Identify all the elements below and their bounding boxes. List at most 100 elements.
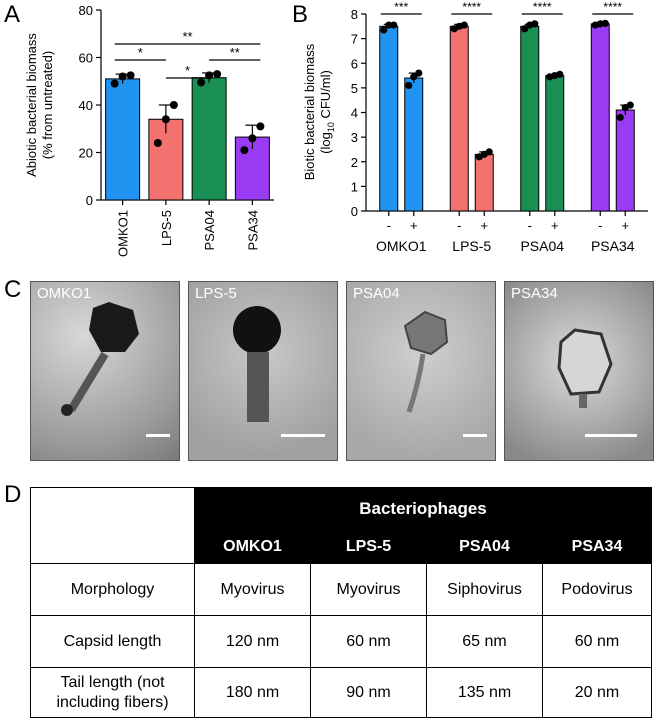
table-row-label: Capsid length [30, 615, 195, 668]
x-tick-label: PSA04 [202, 210, 217, 250]
scale-bar-omko1 [146, 434, 170, 437]
micrograph-label-omko1: OMKO1 [37, 285, 92, 302]
x-tick-label: PSA04 [520, 238, 564, 254]
x-sub-label: + [621, 218, 629, 233]
x-sub-label: - [457, 218, 461, 233]
data-point [485, 148, 493, 156]
table-cell: Siphovirus [426, 563, 543, 616]
scale-bar-psa04 [463, 434, 487, 437]
data-point [240, 146, 249, 155]
micrograph-lps5: LPS-5 [188, 281, 338, 461]
significance-label: ** [230, 45, 240, 60]
table-column-header: PSA04 [426, 529, 543, 564]
data-point [521, 25, 529, 33]
psa04-phage-shape [403, 310, 449, 413]
data-point [616, 113, 624, 122]
table-group-header: Bacteriophages [194, 487, 652, 530]
y-tick-label: 3 [351, 130, 358, 145]
table-row: Tail length (not including fibers) 180 n… [30, 667, 652, 718]
y-axis-label: Abiotic bacterial biomass(% from untreat… [24, 33, 55, 177]
data-point [531, 20, 539, 28]
bar [545, 75, 565, 212]
table-blank-corner [30, 487, 195, 564]
y-tick-label: 80 [79, 3, 93, 18]
table-cell: 120 nm [194, 615, 311, 668]
table-row-label-line2: including fibers) [56, 693, 169, 711]
data-point [460, 21, 468, 29]
data-point [380, 26, 388, 34]
x-tick-label: PSA34 [245, 210, 260, 250]
table-cell: 20 nm [542, 667, 652, 718]
y-tick-label: 0 [351, 204, 358, 219]
y-tick-label: 7 [351, 32, 358, 47]
bar [105, 78, 141, 201]
data-point [118, 72, 127, 81]
micrograph-psa04: PSA04 [346, 281, 496, 461]
x-tick-label: LPS-5 [159, 210, 174, 246]
y-tick-label: 8 [351, 7, 358, 22]
data-point [110, 79, 119, 88]
data-point [197, 78, 206, 87]
data-point [385, 21, 393, 29]
psa34-phage-shape [557, 328, 613, 408]
panel-label-b: B [292, 1, 309, 28]
significance-label: **** [603, 0, 622, 14]
y-axis-label-line2-post: CFU/ml) [318, 70, 333, 122]
data-point [126, 71, 135, 80]
data-point [213, 70, 222, 79]
x-sub-label: - [387, 218, 391, 233]
significance-label: * [185, 63, 190, 78]
data-point [405, 81, 413, 90]
y-tick-label: 40 [79, 98, 93, 113]
bar [379, 25, 399, 212]
scale-bar-psa34 [585, 434, 637, 437]
data-point [153, 139, 162, 147]
bar [590, 23, 610, 212]
chart-a-abiotic-biomass: 0 20 40 60 80 Abiotic bacterial biomass(% fro… [24, 3, 274, 257]
data-point [601, 19, 609, 27]
y-tick-label: 60 [79, 51, 93, 66]
significance-label: **** [462, 0, 481, 14]
table-cell: 60 nm [542, 615, 652, 668]
omko1-phage-shape [61, 302, 139, 416]
x-tick-label: OMKO1 [376, 238, 427, 254]
table-cell: Myovirus [194, 563, 311, 616]
y-axis-label-line1: Biotic bacterial biomass [302, 43, 317, 180]
data-point [248, 134, 257, 143]
micrograph-omko1: OMKO1 [30, 281, 180, 461]
y-tick-label: 5 [351, 81, 358, 96]
table-row-label-line1: Tail length (not [60, 673, 165, 691]
bar [449, 25, 469, 212]
bar [615, 109, 635, 212]
x-tick-label: LPS-5 [452, 238, 491, 254]
table-cell: 90 nm [310, 667, 427, 718]
x-sub-label: + [410, 218, 418, 233]
data-point [256, 122, 265, 131]
phage-properties-table: Bacteriophages OMKO1 LPS-5 PSA04 PSA34 M… [30, 487, 652, 718]
chart-b-biotic-biomass: 0 1 2 3 4 5 6 7 8 Biotic bacterial biomass(log10 … [302, 0, 648, 254]
x-tick-label: PSA34 [591, 238, 635, 254]
y-tick-label: 2 [351, 155, 358, 170]
y-tick-label: 0 [86, 193, 93, 208]
y-axis-label-line2: (% from untreated) [40, 51, 55, 159]
panel-label-a: A [4, 1, 21, 28]
x-sub-label: + [480, 218, 488, 233]
significance-label: ** [182, 29, 192, 44]
micrograph-label-psa34: PSA34 [511, 285, 558, 302]
significance-label: **** [533, 0, 552, 14]
micrograph-label-lps5: LPS-5 [195, 285, 237, 302]
y-tick-label: 4 [351, 106, 358, 121]
bar [191, 77, 227, 201]
bar [520, 25, 540, 212]
y-tick-label: 20 [79, 146, 93, 161]
bar [474, 153, 494, 212]
y-axis-label-line2-sub: 10 [326, 122, 336, 132]
table-cell: 180 nm [194, 667, 311, 718]
data-point [415, 69, 423, 77]
significance-label: * [138, 45, 143, 60]
table-row-label: Tail length (not including fibers) [30, 667, 195, 718]
x-sub-label: - [528, 218, 532, 233]
x-sub-label: + [551, 218, 559, 233]
significance-label: *** [394, 0, 408, 14]
data-point [410, 73, 418, 81]
